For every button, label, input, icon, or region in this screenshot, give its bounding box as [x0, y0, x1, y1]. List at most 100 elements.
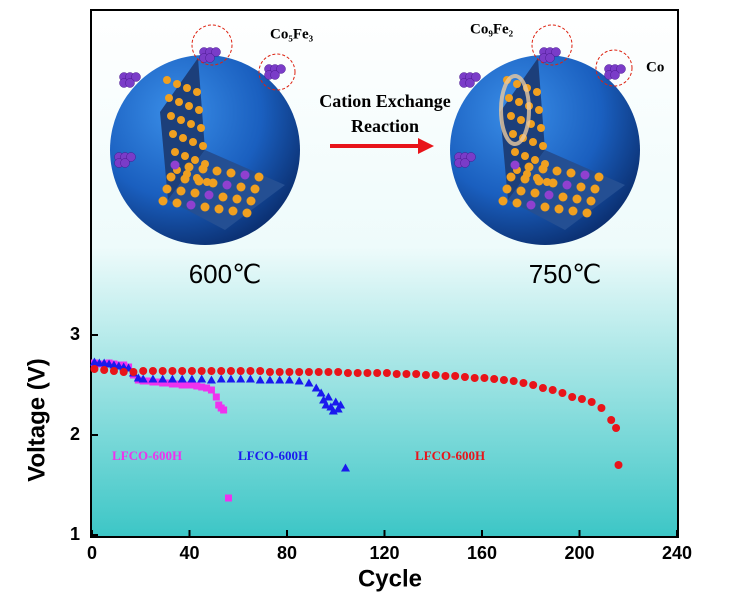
data-point [178, 381, 186, 389]
atom [194, 176, 204, 186]
data-point [158, 374, 168, 383]
data-point [323, 392, 333, 401]
data-point [284, 375, 294, 384]
data-point [119, 368, 128, 376]
cluster-label: Co₅Fe₃ [270, 26, 314, 42]
atom [576, 182, 586, 192]
atom [193, 88, 201, 96]
atom [165, 94, 173, 102]
atom [180, 174, 190, 184]
data-point [90, 365, 99, 373]
data-point [614, 461, 623, 469]
atom [552, 166, 562, 176]
atom [246, 196, 256, 206]
atom [198, 164, 208, 174]
data-point [168, 367, 177, 375]
data-point [363, 369, 372, 377]
y-axis-title: Voltage (V) [23, 358, 50, 482]
arrow-label: Cation Exchange [319, 91, 451, 111]
data-point [499, 376, 508, 384]
data-point [294, 376, 304, 385]
atom [535, 106, 543, 114]
atom [509, 130, 517, 138]
data-point [198, 383, 206, 391]
data-point [295, 368, 304, 376]
atom [516, 186, 526, 196]
data-point [236, 367, 245, 375]
legend-label: LFCO-600H [415, 448, 485, 463]
data-point [203, 384, 211, 392]
data-point [217, 367, 226, 375]
cluster-atom [211, 47, 221, 57]
legend-label: LFCO-600H [112, 448, 182, 463]
cluster-atom [131, 72, 141, 82]
legend-label: LFCO-600H [238, 448, 308, 463]
cluster-atom [126, 152, 136, 162]
temperature-label: 750℃ [529, 259, 602, 289]
data-point [275, 368, 284, 376]
data-point [607, 416, 616, 424]
data-point [220, 406, 228, 414]
cluster-label: Co [646, 59, 664, 75]
atom [554, 204, 564, 214]
data-point [334, 368, 343, 376]
atom [204, 190, 214, 200]
data-point [187, 374, 197, 383]
atom [538, 164, 548, 174]
data-point [154, 378, 162, 386]
data-point [187, 367, 196, 375]
data-point [193, 382, 201, 390]
data-point [245, 374, 255, 383]
data-point [207, 367, 216, 375]
atom [200, 202, 210, 212]
data-point [138, 374, 148, 383]
data-point [311, 383, 321, 392]
atom [511, 148, 519, 156]
data-point [216, 374, 226, 383]
left-particle [110, 24, 300, 245]
atom [181, 152, 189, 160]
x-tick-label: 80 [277, 543, 297, 563]
data-point [460, 373, 469, 381]
atom [531, 156, 539, 164]
data-point [139, 367, 148, 375]
data-point [568, 393, 577, 401]
data-point [206, 375, 216, 384]
atom [568, 206, 578, 216]
y-tick-label: 1 [70, 524, 80, 544]
data-point [558, 389, 567, 397]
atom [222, 180, 232, 190]
data-point [587, 398, 596, 406]
data-point [197, 374, 207, 383]
data-point [226, 367, 235, 375]
data-point [148, 374, 158, 383]
atom [171, 148, 179, 156]
cluster-atom [125, 78, 135, 88]
x-tick-label: 160 [467, 543, 497, 563]
atom [175, 98, 183, 106]
data-point [382, 369, 391, 377]
data-point [265, 375, 275, 384]
atom [197, 124, 205, 132]
data-point [324, 368, 333, 376]
data-point [255, 375, 265, 384]
data-point [173, 380, 181, 388]
atom [586, 196, 596, 206]
cluster-atom [465, 78, 475, 88]
cluster-atom [551, 47, 561, 57]
cluster-atom [610, 70, 620, 80]
right-particle [450, 24, 640, 245]
data-point [129, 368, 138, 376]
atom [534, 176, 544, 186]
atom [173, 80, 181, 88]
atom [226, 168, 236, 178]
data-point [341, 463, 350, 472]
data-point [441, 372, 450, 380]
atom [529, 138, 537, 146]
atom [502, 184, 512, 194]
data-point [167, 374, 177, 383]
atom [498, 196, 508, 206]
atom [170, 160, 180, 170]
atom [520, 174, 530, 184]
atom [236, 182, 246, 192]
